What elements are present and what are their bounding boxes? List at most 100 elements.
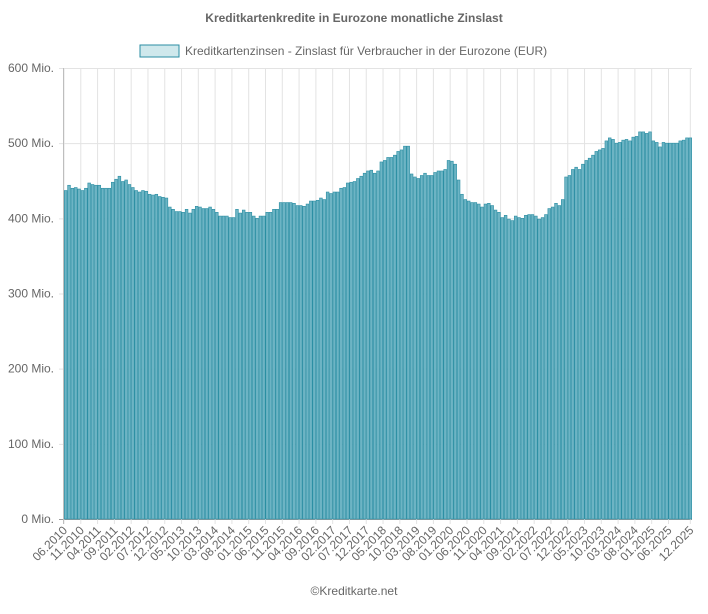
bar[interactable]: [94, 184, 98, 520]
bar[interactable]: [655, 142, 659, 520]
bar[interactable]: [198, 206, 202, 520]
bar[interactable]: [302, 206, 306, 520]
bar[interactable]: [339, 187, 343, 520]
bar[interactable]: [295, 205, 300, 520]
bar[interactable]: [336, 191, 340, 520]
bar[interactable]: [289, 202, 293, 520]
bar[interactable]: [325, 191, 330, 520]
bar[interactable]: [366, 170, 370, 520]
bar[interactable]: [80, 190, 85, 520]
bar[interactable]: [134, 190, 138, 520]
bar[interactable]: [443, 169, 447, 520]
bar[interactable]: [587, 157, 592, 520]
bar[interactable]: [416, 178, 420, 520]
bar[interactable]: [265, 212, 269, 520]
bar[interactable]: [158, 196, 162, 520]
bar[interactable]: [490, 205, 494, 520]
bar[interactable]: [332, 191, 337, 520]
bar[interactable]: [356, 178, 360, 520]
bar[interactable]: [473, 202, 478, 520]
bar[interactable]: [564, 176, 568, 520]
bar[interactable]: [507, 218, 511, 520]
bar[interactable]: [151, 194, 155, 520]
bar[interactable]: [245, 212, 249, 520]
bar[interactable]: [208, 206, 212, 520]
bar[interactable]: [393, 154, 397, 520]
bar[interactable]: [369, 169, 373, 520]
bar[interactable]: [409, 173, 414, 520]
bar[interactable]: [631, 136, 635, 520]
bar[interactable]: [309, 200, 313, 520]
bar[interactable]: [440, 170, 444, 520]
bar[interactable]: [430, 175, 434, 520]
bar[interactable]: [608, 137, 612, 520]
bar[interactable]: [651, 140, 656, 520]
bar[interactable]: [262, 215, 266, 520]
bar[interactable]: [446, 160, 451, 520]
bar[interactable]: [604, 140, 609, 520]
bar[interactable]: [329, 193, 333, 520]
bar[interactable]: [87, 182, 91, 520]
bar[interactable]: [218, 215, 222, 520]
bar[interactable]: [675, 142, 679, 520]
bar[interactable]: [561, 199, 565, 520]
bar[interactable]: [483, 203, 488, 520]
bar[interactable]: [272, 209, 276, 520]
bar[interactable]: [349, 181, 353, 520]
bar[interactable]: [685, 137, 689, 520]
bar[interactable]: [205, 208, 209, 520]
bar[interactable]: [124, 179, 128, 520]
bar[interactable]: [661, 142, 666, 520]
bar[interactable]: [137, 191, 142, 520]
bar[interactable]: [601, 148, 605, 520]
bar[interactable]: [258, 215, 263, 520]
bar[interactable]: [460, 193, 464, 520]
bar[interactable]: [376, 170, 380, 520]
bar[interactable]: [611, 139, 615, 520]
bar[interactable]: [477, 203, 481, 520]
bar[interactable]: [64, 190, 68, 520]
bar[interactable]: [554, 203, 558, 520]
bar[interactable]: [530, 214, 535, 520]
bar[interactable]: [241, 209, 246, 520]
bar[interactable]: [141, 190, 145, 520]
bar[interactable]: [571, 169, 575, 520]
bar[interactable]: [147, 193, 152, 520]
bar[interactable]: [540, 217, 545, 520]
bar[interactable]: [470, 202, 474, 520]
bar[interactable]: [453, 163, 457, 520]
bar[interactable]: [174, 211, 179, 520]
bar[interactable]: [194, 206, 199, 520]
bar[interactable]: [97, 184, 101, 520]
bar[interactable]: [500, 217, 504, 520]
bar[interactable]: [634, 136, 639, 520]
bar[interactable]: [466, 200, 471, 520]
bar[interactable]: [359, 175, 363, 520]
bar[interactable]: [547, 208, 551, 520]
bar[interactable]: [584, 160, 588, 520]
bar[interactable]: [285, 202, 290, 520]
bar[interactable]: [235, 209, 239, 520]
bar[interactable]: [225, 215, 229, 520]
bar[interactable]: [67, 184, 71, 520]
bar[interactable]: [228, 217, 232, 520]
bar[interactable]: [315, 199, 320, 520]
bar[interactable]: [450, 160, 454, 520]
bar[interactable]: [111, 181, 115, 520]
bar[interactable]: [117, 175, 122, 520]
bar[interactable]: [268, 212, 273, 520]
bar[interactable]: [591, 154, 595, 520]
bar[interactable]: [534, 215, 538, 520]
bar[interactable]: [426, 175, 431, 520]
bar[interactable]: [278, 202, 283, 520]
bar[interactable]: [178, 211, 182, 520]
bar[interactable]: [581, 163, 585, 520]
bar[interactable]: [493, 209, 498, 520]
bar[interactable]: [74, 187, 78, 520]
bar[interactable]: [191, 209, 195, 520]
bar[interactable]: [574, 166, 578, 520]
bar[interactable]: [238, 212, 242, 520]
bar[interactable]: [463, 199, 467, 520]
bar[interactable]: [161, 196, 165, 520]
bar[interactable]: [497, 212, 501, 520]
